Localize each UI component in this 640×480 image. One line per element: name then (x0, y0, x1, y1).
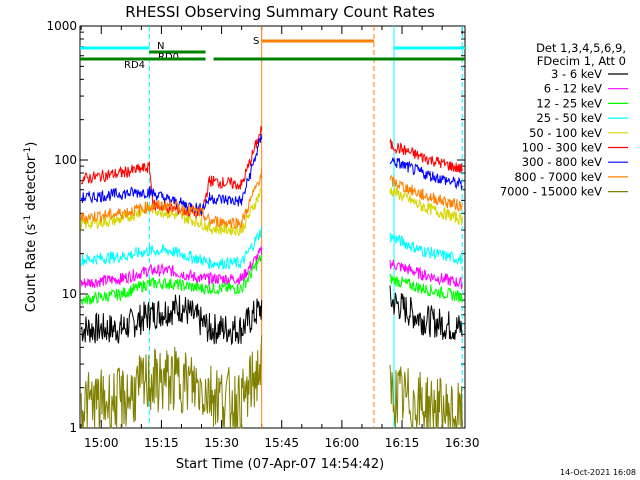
footer-timestamp: 14-Oct-2021 16:08 (560, 468, 636, 477)
series-line (80, 246, 263, 289)
y-tick-label: 1000 (46, 19, 77, 33)
x-tick-label: 15:15 (144, 436, 179, 450)
x-tick-label: 15:30 (204, 436, 239, 450)
series-line (389, 285, 463, 340)
series-line (80, 335, 263, 429)
series-line (80, 254, 263, 306)
series-line (80, 226, 263, 270)
legend-label: 3 - 6 keV (551, 67, 602, 81)
series-line (80, 125, 263, 218)
flag-bar-label: RD4 (124, 60, 145, 71)
y-axis-label-part: Count Rate (s (24, 224, 39, 313)
flag-bar-label: S (253, 36, 259, 47)
series-line (389, 273, 463, 303)
series-line (389, 139, 463, 174)
series-line (80, 134, 263, 215)
chart-title: RHESSI Observing Summary Count Rates (125, 3, 435, 21)
y-axis-label-sup: -1 (23, 215, 33, 224)
axes-ticks (80, 25, 465, 429)
y-axis-label-part: ) (24, 142, 39, 147)
x-tick-label: 16:00 (325, 436, 360, 450)
series-line (389, 187, 463, 226)
y-axis-label: Count Rate (s-1 detector-1) (23, 142, 39, 313)
legend-label: 12 - 25 keV (536, 96, 602, 110)
legend-label: 100 - 300 keV (522, 141, 602, 155)
flag-bar-label: N (157, 41, 164, 52)
legend-label: 800 - 7000 keV (514, 170, 602, 184)
legend-label: 6 - 12 keV (544, 82, 602, 96)
series-line (80, 168, 263, 230)
legend-label: 25 - 50 keV (536, 111, 602, 125)
series-line (80, 294, 263, 346)
y-tick-labels: 1 10 100 1000 (46, 19, 77, 435)
x-tick-label: 16:15 (385, 436, 420, 450)
y-tick-label: 1 (69, 421, 77, 435)
x-tick-label: 15:00 (84, 436, 119, 450)
x-tick-label: 15:45 (264, 436, 299, 450)
y-axis-label-sup: -1 (23, 147, 33, 156)
series-line (389, 259, 463, 290)
x-tick-label: 16:30 (445, 436, 480, 450)
legend-header-line: Det 1,3,4,5,6,9, (536, 41, 626, 55)
legend-label: 7000 - 15000 keV (500, 185, 602, 199)
series-group (80, 125, 463, 429)
legend-header-line: FDecim 1, Att 0 (537, 54, 626, 68)
vertical-markers (148, 26, 463, 428)
series-line (389, 232, 463, 266)
legend-label: 300 - 800 keV (522, 155, 602, 169)
x-tick-labels: 15:00 15:15 15:30 15:45 16:00 16:15 16:30 (84, 436, 480, 450)
series-line (389, 156, 463, 190)
series-line (389, 364, 463, 429)
series-line (389, 174, 463, 213)
y-axis-label-part: detector (24, 155, 39, 215)
legend-label: 50 - 100 keV (529, 126, 602, 140)
y-tick-label: 100 (54, 153, 77, 167)
legend: Det 1,3,4,5,6,9, FDecim 1, Att 0 3 - 6 k… (500, 41, 628, 199)
y-tick-label: 10 (62, 287, 77, 301)
plot-frame (79, 25, 466, 429)
x-axis-label: Start Time (07-Apr-07 14:54:42) (176, 457, 384, 472)
flag-bars: NRD0RD4S (80, 36, 465, 71)
